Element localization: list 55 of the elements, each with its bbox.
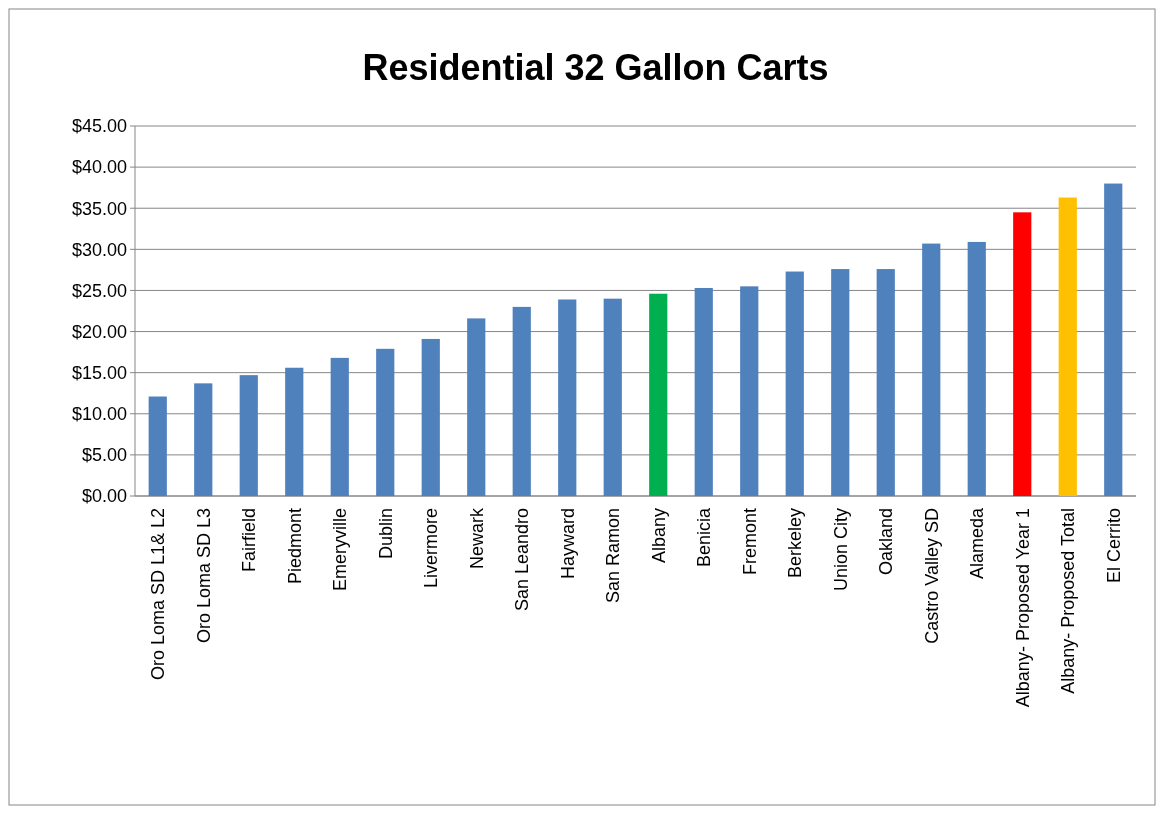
y-tick-label: $30.00 [71, 239, 127, 260]
bar [876, 269, 895, 496]
x-tick-label: Benicia [694, 507, 715, 568]
bar [740, 286, 759, 496]
y-tick-label: $40.00 [71, 157, 127, 178]
y-tick-label: $25.00 [71, 280, 127, 301]
y-tick-label: $35.00 [71, 198, 127, 219]
bar [467, 318, 486, 496]
x-tick-label: Livermore [421, 508, 442, 589]
bar [558, 299, 577, 496]
x-tick-label: Piedmont [284, 508, 305, 585]
bar [785, 271, 804, 496]
y-tick-label: $5.00 [81, 445, 127, 466]
x-tick-label: Albany [648, 508, 669, 564]
bar [1058, 197, 1077, 496]
bar [421, 338, 440, 496]
bar [285, 367, 304, 496]
bar [1104, 183, 1123, 496]
bar [603, 298, 622, 496]
bar [512, 306, 531, 496]
x-tick-label: Oro Loma SD L1& L2 [148, 508, 169, 681]
x-tick-label: San Leandro [512, 508, 533, 612]
bar [194, 383, 213, 496]
x-tick-label: Oakland [876, 508, 897, 576]
x-tick-label: Fremont [739, 508, 760, 576]
x-tick-label: Berkeley [785, 508, 806, 579]
bar [239, 375, 258, 496]
bar [694, 287, 713, 496]
x-tick-label: Castro Valley SD [921, 508, 942, 644]
chart-title: Residential 32 Gallon Carts [362, 47, 829, 88]
y-tick-label: $10.00 [71, 404, 127, 425]
x-tick-label: Alameda [967, 507, 988, 580]
x-tick-label: Oro Loma SD L3 [193, 508, 214, 644]
bar [831, 269, 850, 496]
bar [649, 293, 668, 496]
x-tick-label: Newark [466, 507, 487, 570]
bar [1013, 212, 1032, 496]
bar [376, 348, 395, 496]
x-tick-label: San Ramon [603, 508, 624, 604]
x-tick-label: Hayward [557, 508, 578, 580]
x-tick-label: Dublin [375, 508, 396, 560]
x-tick-label: Emeryville [330, 508, 351, 592]
x-tick-label: Fairfield [239, 508, 260, 573]
x-tick-label: El Cerrito [1103, 508, 1124, 584]
x-tick-label: Albany- Proposed Year 1 [1012, 508, 1033, 708]
y-tick-label: $0.00 [81, 486, 127, 507]
x-tick-label: Albany- Proposed Total [1058, 508, 1079, 694]
y-tick-label: $15.00 [71, 362, 127, 383]
bar [330, 357, 349, 496]
x-tick-label: Union City [830, 508, 851, 592]
y-tick-label: $20.00 [71, 321, 127, 342]
bar [967, 241, 986, 496]
bar [148, 396, 167, 496]
bar [922, 243, 941, 496]
y-tick-label: $45.00 [71, 116, 127, 137]
